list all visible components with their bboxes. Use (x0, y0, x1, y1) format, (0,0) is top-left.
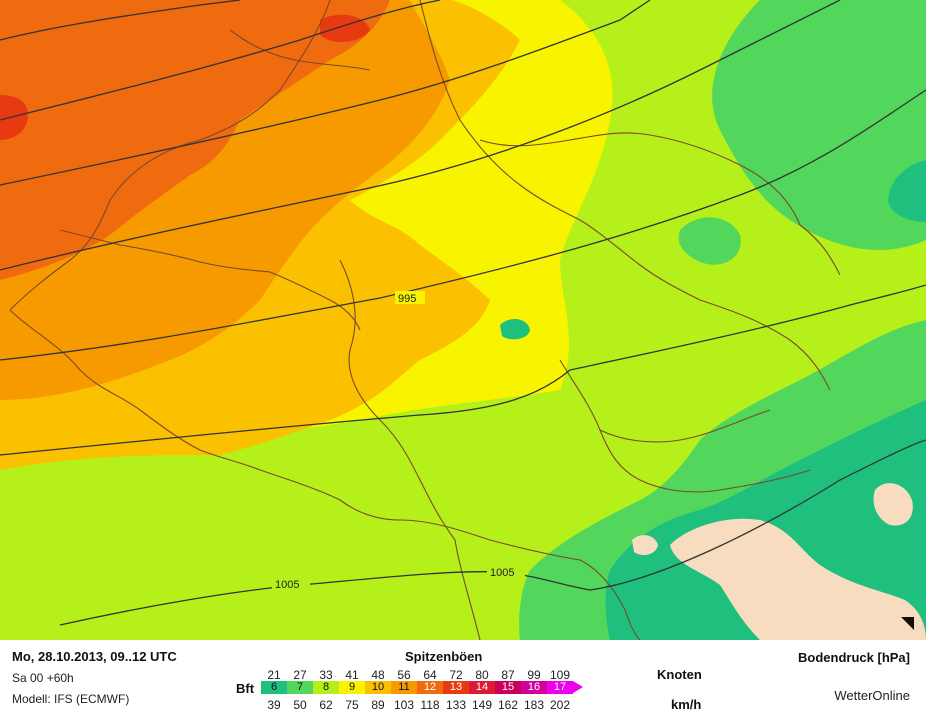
legend-knots-value: 109 (549, 668, 571, 682)
legend-knots-value: 48 (371, 668, 385, 682)
legend-kmh-value: 103 (393, 698, 415, 712)
legend-knots-row: 21 27 33 41 48 56 64 72 80 87 99 109 (261, 668, 661, 682)
legend-kmh-value: 118 (420, 698, 440, 712)
map-footer: Mo, 28.10.2013, 09..12 UTC Sa 00 +60h Mo… (0, 640, 926, 716)
brand-logo[interactable]: WetterOnline (834, 688, 910, 703)
legend-bft-13: 13 (443, 681, 469, 694)
legend-kmh-value: 183 (523, 698, 545, 712)
legend-knots-value: 33 (319, 668, 333, 682)
parameter-title: Spitzenböen (405, 649, 483, 664)
legend-knots-value: 64 (423, 668, 437, 682)
legend-bft-label: Bft (236, 681, 255, 696)
map-canvas: 995 1005 1005 (0, 0, 926, 640)
legend-bft-16: 16 (521, 681, 547, 694)
legend-bft-6: 6 (261, 681, 287, 694)
calm-zone-patch (873, 483, 913, 526)
legend-kmh-value: 50 (293, 698, 307, 712)
legend-kmh-value: 202 (549, 698, 571, 712)
isobar-label-995: 995 (398, 293, 416, 305)
legend-bft-15: 15 (495, 681, 521, 694)
legend-bft-14: 14 (469, 681, 495, 694)
legend-arrow-icon (573, 681, 583, 693)
gust-zone-bft6-ne (888, 160, 926, 222)
legend-color-bar: 6 7 8 9 10 11 12 13 14 15 16 17 (261, 681, 583, 694)
legend-knots-value: 21 (267, 668, 281, 682)
pressure-title: Bodendruck [hPa] (798, 650, 910, 665)
legend-knots-value: 72 (449, 668, 463, 682)
legend-bft-11: 11 (391, 681, 417, 694)
isobars (0, 0, 926, 626)
legend-bft-7: 7 (287, 681, 313, 694)
isobar-label-1005-west: 1005 (275, 579, 299, 591)
legend-bft-9: 9 (339, 681, 365, 694)
legend-knots-value: 27 (293, 668, 307, 682)
isobar-labels: 995 1005 1005 (272, 291, 525, 591)
legend-kmh-value: 133 (445, 698, 467, 712)
legend-bft-17: 17 (547, 681, 573, 694)
legend-knots-value: 87 (501, 668, 515, 682)
legend-kmh-value: 149 (471, 698, 493, 712)
gust-zone-bft12 (0, 0, 390, 280)
legend-kmh-value: 89 (371, 698, 385, 712)
legend-knots-value: 99 (527, 668, 541, 682)
forecast-run: Sa 00 +60h (12, 671, 74, 685)
gust-zone-bft13 (0, 95, 28, 140)
forecast-date: Mo, 28.10.2013, 09..12 UTC (12, 649, 177, 664)
legend-kmh-value: 62 (319, 698, 333, 712)
legend-knots-value: 56 (397, 668, 411, 682)
legend-knots-value: 80 (475, 668, 489, 682)
legend-kmh-row: 39 50 62 75 89 103 118 133 149 162 183 202 (261, 698, 661, 712)
forecast-model: Modell: IFS (ECMWF) (12, 692, 130, 706)
legend-bft-12: 12 (417, 681, 443, 694)
legend-knots-value: 41 (345, 668, 359, 682)
corner-resize-handle[interactable] (901, 617, 914, 630)
legend-kmh-value: 39 (267, 698, 281, 712)
legend-kmh-value: 75 (345, 698, 359, 712)
legend-bft-8: 8 (313, 681, 339, 694)
color-legend: Bft 21 27 33 41 48 56 64 72 80 87 99 109 6 7 8 9 10 11 12… (236, 666, 736, 716)
gust-zone-bft7-patch (678, 217, 741, 265)
calm-zone (670, 518, 926, 640)
legend-knots-unit: Knoten (657, 667, 702, 682)
calm-zone-patch-2 (632, 535, 658, 556)
isobar-label-1005-east: 1005 (490, 567, 514, 579)
gust-zone-bft7 (712, 0, 926, 250)
legend-kmh-value: 162 (497, 698, 519, 712)
country-borders (9, 0, 841, 640)
wind-gust-map: 995 1005 1005 (0, 0, 926, 640)
legend-kmh-unit: km/h (671, 697, 702, 712)
legend-bft-10: 10 (365, 681, 391, 694)
gust-zone-bft6-patch (500, 318, 530, 340)
